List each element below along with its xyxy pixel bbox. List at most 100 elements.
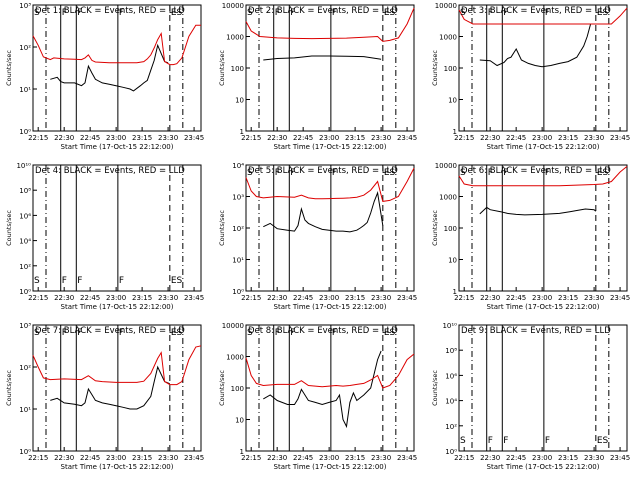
event-label: F xyxy=(503,168,508,178)
event-label: F xyxy=(290,168,295,178)
y-tick-label: 10⁴ xyxy=(19,238,31,246)
x-tick-label: 23:00 xyxy=(106,454,126,462)
event-label: S xyxy=(34,8,40,18)
panel-title: Det 1: BLACK = Events, RED = LLD xyxy=(35,6,185,16)
x-axis-label: Start Time (17-Oct-15 22:12:00) xyxy=(274,303,387,311)
y-tick-label: 10¹ xyxy=(19,406,31,414)
event-label: F xyxy=(332,168,337,178)
plot-frame xyxy=(458,324,628,452)
y-tick-label: 10⁶ xyxy=(445,372,457,380)
plot-frame xyxy=(32,4,202,132)
x-tick-label: 22:30 xyxy=(54,454,74,462)
series-events-line xyxy=(50,43,169,92)
y-tick-label: 10¹⁰ xyxy=(16,162,31,170)
x-tick-label: 23:15 xyxy=(132,454,152,462)
y-tick-label: 10 xyxy=(235,417,244,425)
x-tick-label: 23:15 xyxy=(558,294,578,302)
panel-title: Det 6: BLACK = Events, RED = LLD xyxy=(461,166,611,176)
x-tick-label: 23:15 xyxy=(132,134,152,142)
event-label: ES xyxy=(597,168,609,178)
x-tick-label: 23:45 xyxy=(610,454,630,462)
y-tick-label: 1 xyxy=(453,128,457,136)
y-tick-label: 10000 xyxy=(222,322,244,330)
x-tick-label: 23:45 xyxy=(397,134,417,142)
x-tick-label: 22:30 xyxy=(54,294,74,302)
y-tick-label: 100 xyxy=(444,225,457,233)
x-axis-label: Start Time (17-Oct-15 22:12:00) xyxy=(274,463,387,471)
event-label: S xyxy=(460,8,466,18)
y-tick-label: 10 xyxy=(235,97,244,105)
event-label: F xyxy=(332,328,337,338)
x-tick-label: 23:30 xyxy=(158,134,178,142)
x-tick-label: 23:00 xyxy=(106,134,126,142)
y-tick-label: 100 xyxy=(444,65,457,73)
x-tick-label: 23:30 xyxy=(158,294,178,302)
y-tick-label: 10¹ xyxy=(19,86,31,94)
panel-title: Det 3: BLACK = Events, RED = LLD xyxy=(461,6,611,16)
y-tick-label: 10000 xyxy=(435,162,457,170)
y-axis-label: Counts/sec xyxy=(218,370,226,406)
event-label: F xyxy=(503,436,508,446)
event-label: F xyxy=(62,8,67,18)
x-tick-label: 23:00 xyxy=(319,294,339,302)
x-tick-label: 22:45 xyxy=(293,454,313,462)
y-tick-label: 10⁸ xyxy=(19,187,31,195)
x-axis-label: Start Time (17-Oct-15 22:12:00) xyxy=(61,303,174,311)
y-tick-label: 1000 xyxy=(226,354,244,362)
event-label: ES xyxy=(597,436,609,446)
y-tick-label: 1000 xyxy=(226,34,244,42)
x-tick-label: 23:30 xyxy=(158,454,178,462)
y-tick-label: 10² xyxy=(19,44,31,52)
y-tick-label: 10 xyxy=(448,257,457,265)
y-tick-label: 1000 xyxy=(439,34,457,42)
event-label: S xyxy=(247,168,253,178)
event-label: F xyxy=(488,168,493,178)
event-label: F xyxy=(275,328,280,338)
event-label: F xyxy=(77,328,82,338)
x-axis-label: Start Time (17-Oct-15 22:12:00) xyxy=(61,143,174,151)
x-tick-label: 22:30 xyxy=(480,294,500,302)
y-axis-label: Counts/sec xyxy=(218,210,226,246)
plot-frame xyxy=(245,164,415,292)
x-tick-label: 23:45 xyxy=(397,454,417,462)
y-tick-label: 10⁰ xyxy=(19,448,31,456)
x-tick-label: 22:45 xyxy=(293,294,313,302)
x-tick-label: 22:15 xyxy=(28,294,48,302)
x-tick-label: 23:30 xyxy=(584,454,604,462)
x-tick-label: 23:45 xyxy=(610,134,630,142)
x-tick-label: 23:00 xyxy=(319,134,339,142)
x-tick-label: 22:30 xyxy=(267,294,287,302)
y-tick-label: 1 xyxy=(240,128,244,136)
y-tick-label: 10² xyxy=(19,364,31,372)
event-label: F xyxy=(545,8,550,18)
y-axis-label: Counts/sec xyxy=(5,50,13,86)
y-tick-label: 100 xyxy=(231,385,244,393)
event-label: F xyxy=(77,8,82,18)
x-tick-label: 22:30 xyxy=(267,134,287,142)
plot-frame xyxy=(32,324,202,452)
x-tick-label: 23:15 xyxy=(345,454,365,462)
y-axis-label: Counts/sec xyxy=(431,370,439,406)
y-tick-label: 10⁰ xyxy=(445,448,457,456)
x-tick-label: 22:45 xyxy=(80,134,100,142)
x-tick-label: 23:30 xyxy=(371,454,391,462)
y-tick-label: 10000 xyxy=(222,2,244,10)
panel-title: Det 5: BLACK = Events, RED = LLD xyxy=(248,166,398,176)
y-tick-label: 10⁰ xyxy=(232,288,244,296)
x-tick-label: 23:15 xyxy=(558,454,578,462)
x-tick-label: 23:15 xyxy=(132,294,152,302)
x-tick-label: 22:30 xyxy=(480,134,500,142)
y-axis-label: Counts/sec xyxy=(5,210,13,246)
y-axis-label: Counts/sec xyxy=(5,370,13,406)
event-label: ES xyxy=(171,8,183,18)
x-tick-label: 22:15 xyxy=(454,294,474,302)
y-axis-label: Counts/sec xyxy=(431,210,439,246)
event-label: ES xyxy=(171,276,183,286)
y-tick-label: 10⁴ xyxy=(232,162,244,170)
